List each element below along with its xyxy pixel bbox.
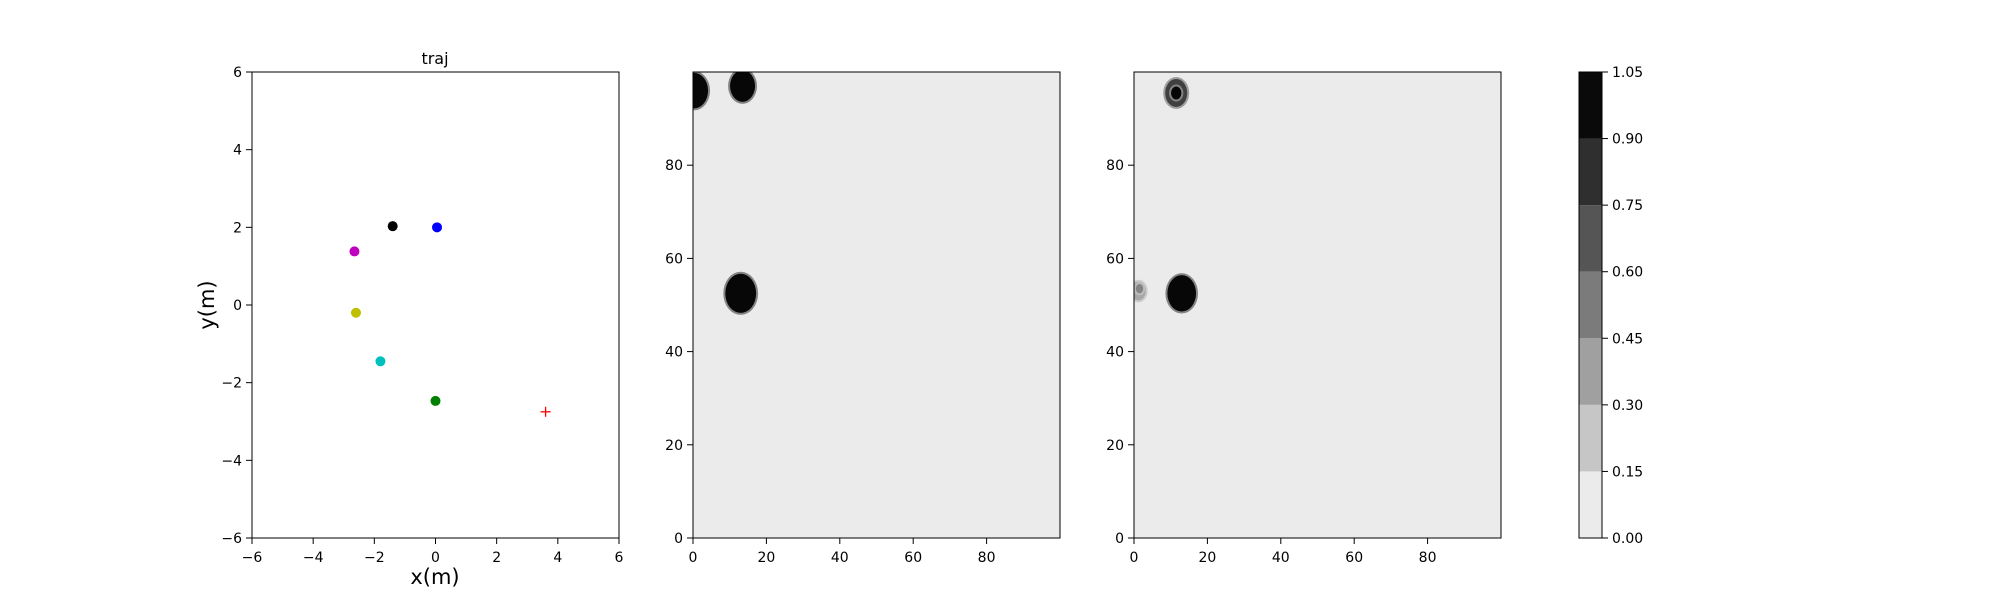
- heatmap-1-blob: [725, 273, 757, 313]
- colorbar: 0.00 0.15 0.30 0.45 0.60 0.75 0.90 1.05: [1578, 65, 1643, 547]
- heatmap-2-blob: [1135, 284, 1144, 294]
- heatmap-1-blob: [693, 72, 709, 109]
- colorbar-tick-label: 0.60: [1612, 265, 1643, 281]
- heatmap-1-y-tick-label: 0: [674, 531, 683, 547]
- traj-x-tick-label: 2: [492, 550, 501, 566]
- traj-x-tick-label: −4: [303, 550, 324, 566]
- heatmap-2-y-tick-label: 60: [1106, 251, 1124, 267]
- heatmap-2-blob: [1167, 275, 1197, 312]
- traj-title: traj: [421, 49, 448, 68]
- heatmap-1-frame: [692, 71, 1061, 539]
- heatmap-2-frame: [1133, 71, 1502, 539]
- heatmap-2-x-tick-label: 60: [1345, 550, 1363, 566]
- agent-point: [349, 246, 360, 257]
- heatmap-1-x-tick-label: 20: [757, 550, 775, 566]
- heatmap-1-y-tick-label: 80: [665, 158, 683, 174]
- traj-y-tick-label: 0: [233, 298, 242, 314]
- goal-marker: [540, 406, 551, 417]
- heatmap-2-x-tick-label: 40: [1272, 550, 1290, 566]
- heatmap-1-x-tick-label: 0: [689, 550, 698, 566]
- traj-panel: traj −6 −4 −2 0 2 4 6 −6 −4 −2 0 2 4 6 x(m) y(m): [195, 49, 624, 589]
- colorbar-tick-label: 0.90: [1612, 132, 1643, 148]
- traj-y-tick-label: −2: [221, 376, 242, 392]
- heatmap-2-x-tick-label: 0: [1130, 550, 1139, 566]
- traj-x-axis-label: x(m): [410, 565, 459, 589]
- traj-x-tick-label: 6: [615, 550, 624, 566]
- colorbar-band: [1579, 338, 1602, 405]
- colorbar-frame: [1578, 71, 1603, 539]
- traj-x-tick-label: −6: [242, 550, 263, 566]
- colorbar-band: [1579, 271, 1602, 339]
- heatmap-2-y-tick-label: 0: [1115, 531, 1124, 547]
- heatmap-panel-2: 0 20 40 60 80 0 20 40 60 80: [1106, 71, 1502, 566]
- traj-y-tick-label: 4: [233, 143, 242, 159]
- colorbar-tick-label: 1.05: [1612, 65, 1643, 81]
- agent-point: [375, 356, 386, 367]
- colorbar-tick-label: 0.45: [1612, 331, 1643, 347]
- heatmap-1-y-tick-label: 40: [665, 345, 683, 361]
- traj-x-tick-label: −2: [364, 550, 385, 566]
- heatmap-1-blob: [730, 72, 756, 102]
- colorbar-band: [1579, 72, 1602, 139]
- colorbar-band: [1579, 471, 1602, 538]
- colorbar-tick-label: 0.30: [1612, 398, 1643, 414]
- heatmap-1-x-tick-label: 80: [978, 550, 996, 566]
- heatmap-1-x-tick-label: 60: [904, 550, 922, 566]
- colorbar-tick-label: 0.75: [1612, 198, 1643, 214]
- heatmap-2-y-tick-label: 80: [1106, 158, 1124, 174]
- agent-point: [430, 395, 441, 406]
- heatmap-2-y-tick-label: 20: [1106, 438, 1124, 454]
- heatmap-1-y-tick-label: 20: [665, 438, 683, 454]
- traj-y-tick-label: −6: [221, 531, 242, 547]
- colorbar-band: [1579, 138, 1602, 206]
- traj-y-axis-label: y(m): [195, 280, 219, 329]
- heatmap-2-x-tick-label: 20: [1198, 550, 1216, 566]
- traj-x-tick-label: 4: [553, 550, 562, 566]
- agent-point: [387, 221, 398, 232]
- traj-x-tick-label: 0: [431, 550, 440, 566]
- heatmap-2-x-tick-label: 80: [1419, 550, 1437, 566]
- heatmap-2-background: [1134, 72, 1501, 538]
- heatmap-panel-1: 0 20 40 60 80 0 20 40 60 80: [665, 71, 1061, 566]
- traj-y-tick-label: 2: [233, 220, 242, 236]
- agent-point: [350, 307, 361, 318]
- traj-y-tick-label: 6: [233, 65, 242, 81]
- heatmap-2-blob: [1171, 86, 1182, 100]
- heatmap-2-y-tick-label: 40: [1106, 345, 1124, 361]
- heatmap-1-y-tick-label: 60: [665, 251, 683, 267]
- colorbar-band: [1579, 205, 1602, 272]
- traj-plot-area: [252, 72, 619, 538]
- colorbar-tick-label: 0.00: [1612, 531, 1643, 547]
- colorbar-tick-label: 0.15: [1612, 464, 1643, 480]
- agent-point: [432, 222, 443, 233]
- traj-y-tick-label: −4: [221, 453, 242, 469]
- colorbar-band: [1579, 404, 1602, 472]
- heatmap-1-x-tick-label: 40: [831, 550, 849, 566]
